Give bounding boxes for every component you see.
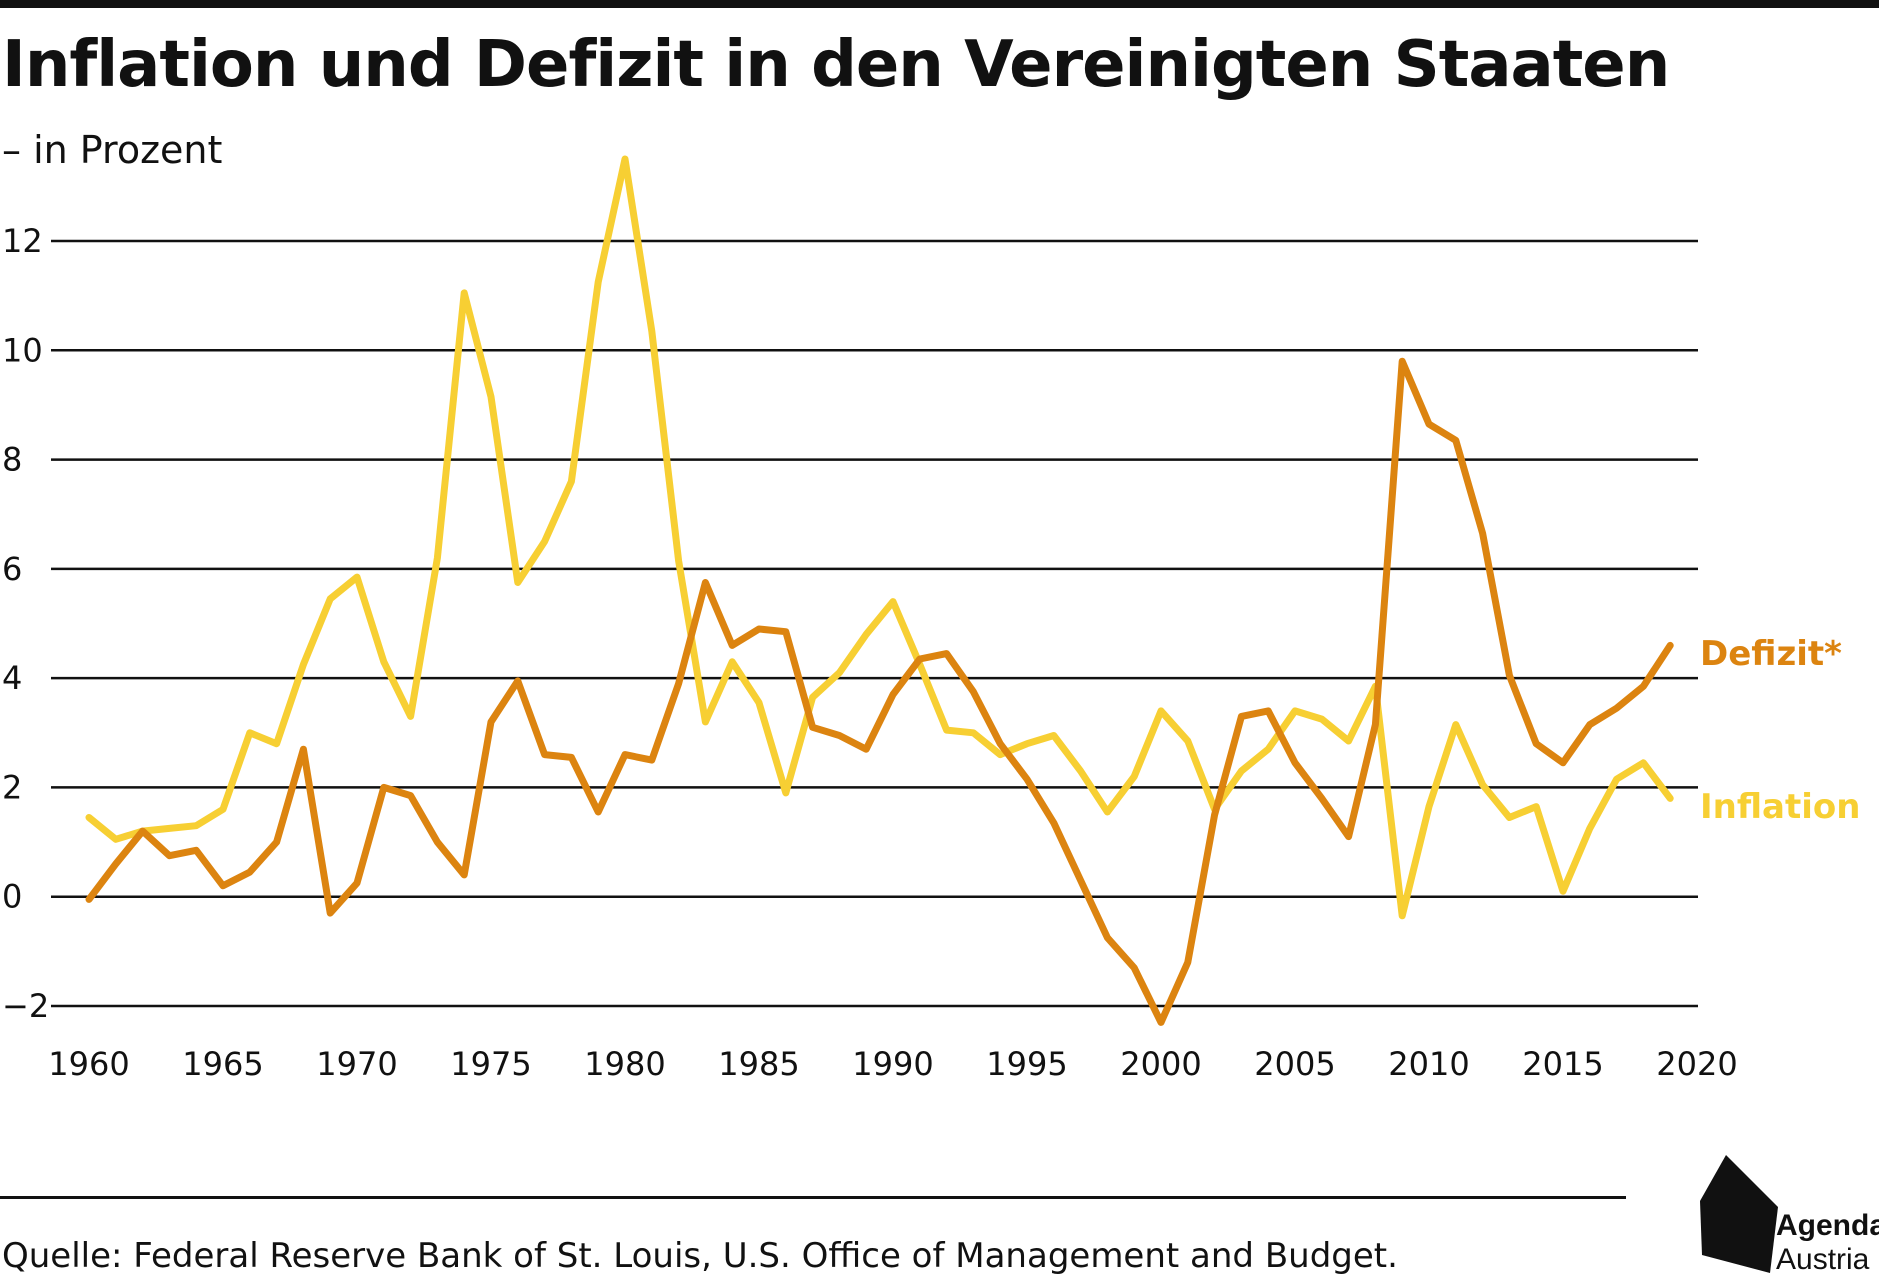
y-tick-label: 12 [2,222,43,260]
series-label-defizit: Defizit* [1700,634,1842,674]
series-line-inflation [85,155,1674,920]
y-tick-label: 2 [2,768,22,806]
series-lines [85,155,1674,1026]
logo-mark-icon [1700,1155,1778,1273]
logo-text-austria: Austria [1776,1243,1870,1276]
bottom-rule [0,1196,1626,1199]
x-tick-label: 1975 [450,1045,531,1083]
top-rule [0,0,1879,8]
x-tick-label: 1995 [986,1045,1067,1083]
line-chart: −2 0 2 4 6 8 10 12 1960 1965 1970 1975 1980 1985 1990… [2,155,1860,1083]
x-axis-ticks: 1960 1965 1970 1975 1980 1985 1990 1995 2000 2005… [48,1045,1737,1083]
x-tick-label: 2005 [1254,1045,1335,1083]
x-tick-label: 2020 [1656,1045,1737,1083]
x-tick-label: 1960 [48,1045,129,1083]
x-tick-label: 2010 [1388,1045,1469,1083]
x-tick-label: 1985 [718,1045,799,1083]
chart-subtitle: – in Prozent [2,128,223,172]
chart-title: Inflation und Defizit in den Vereinigten… [2,28,1670,102]
series-labels: Defizit* Inflation [1700,634,1860,827]
series-line-defizit [85,357,1674,1026]
y-axis-ticks: −2 0 2 4 6 8 10 12 [2,222,49,1025]
x-tick-label: 1980 [584,1045,665,1083]
source-note: Quelle: Federal Reserve Bank of St. Loui… [2,1236,1398,1276]
y-tick-label: 10 [2,331,43,369]
x-tick-label: 1965 [182,1045,263,1083]
logo-text-agenda: Agenda [1776,1209,1879,1242]
x-tick-label: 2000 [1120,1045,1201,1083]
x-tick-label: 1970 [316,1045,397,1083]
y-tick-label: 8 [2,441,22,479]
x-tick-label: 1990 [852,1045,933,1083]
y-tick-label: −2 [2,987,49,1025]
y-tick-label: 6 [2,550,22,588]
agenda-austria-logo: Agenda Austria [1700,1155,1879,1282]
gridlines [51,239,1698,1008]
x-tick-label: 2015 [1522,1045,1603,1083]
y-tick-label: 0 [2,878,22,916]
y-tick-label: 4 [2,659,22,697]
series-label-inflation: Inflation [1700,787,1860,827]
